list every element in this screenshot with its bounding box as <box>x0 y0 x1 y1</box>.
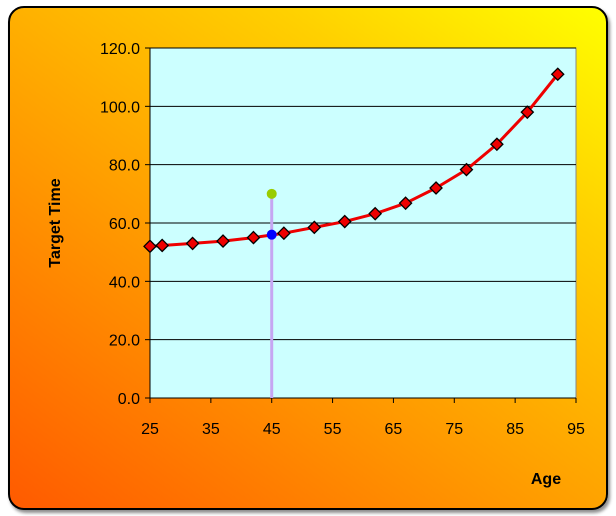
data-point <box>276 226 291 241</box>
data-point <box>489 137 504 152</box>
y-tick-label: 20.0 <box>109 333 140 350</box>
age-marker-curve-point <box>266 229 277 240</box>
data-point <box>216 234 230 249</box>
data-point <box>307 220 322 235</box>
x-tick-label: 75 <box>445 421 463 438</box>
x-tick-label: 35 <box>202 421 220 438</box>
y-tick-label: 40.0 <box>109 274 140 291</box>
y-tick-label: 0.0 <box>118 391 140 408</box>
data-point <box>550 67 565 82</box>
y-axis-title: Target Time <box>47 178 64 267</box>
x-tick-labels: 25 35 45 55 65 75 85 95 <box>141 421 585 438</box>
y-tick-labels: 0.0 20.0 40.0 60.0 80.0 100.0 120.0 <box>100 41 140 408</box>
gridlines <box>145 47 577 403</box>
data-point <box>520 105 535 120</box>
series-layer <box>143 67 565 254</box>
x-tick-label: 45 <box>263 421 281 438</box>
data-point <box>459 162 474 177</box>
data-point <box>246 230 261 245</box>
data-point <box>429 181 443 195</box>
y-tick-label: 60.0 <box>109 216 140 233</box>
data-point <box>143 239 157 254</box>
age-marker-top-point <box>266 188 277 199</box>
data-point <box>155 238 170 253</box>
data-point <box>398 196 413 211</box>
y-tick-label: 100.0 <box>100 99 140 116</box>
data-point <box>185 236 200 251</box>
data-point <box>368 206 383 221</box>
x-tick-label: 85 <box>506 421 524 438</box>
x-tick-label: 55 <box>324 421 342 438</box>
x-tick-label: 65 <box>385 421 403 438</box>
x-axis-title: Age <box>531 471 561 488</box>
data-point <box>337 214 352 229</box>
y-tick-label: 80.0 <box>109 158 140 175</box>
x-tick-label: 95 <box>567 421 585 438</box>
x-tick-label: 25 <box>141 421 159 438</box>
y-tick-label: 120.0 <box>100 41 140 58</box>
